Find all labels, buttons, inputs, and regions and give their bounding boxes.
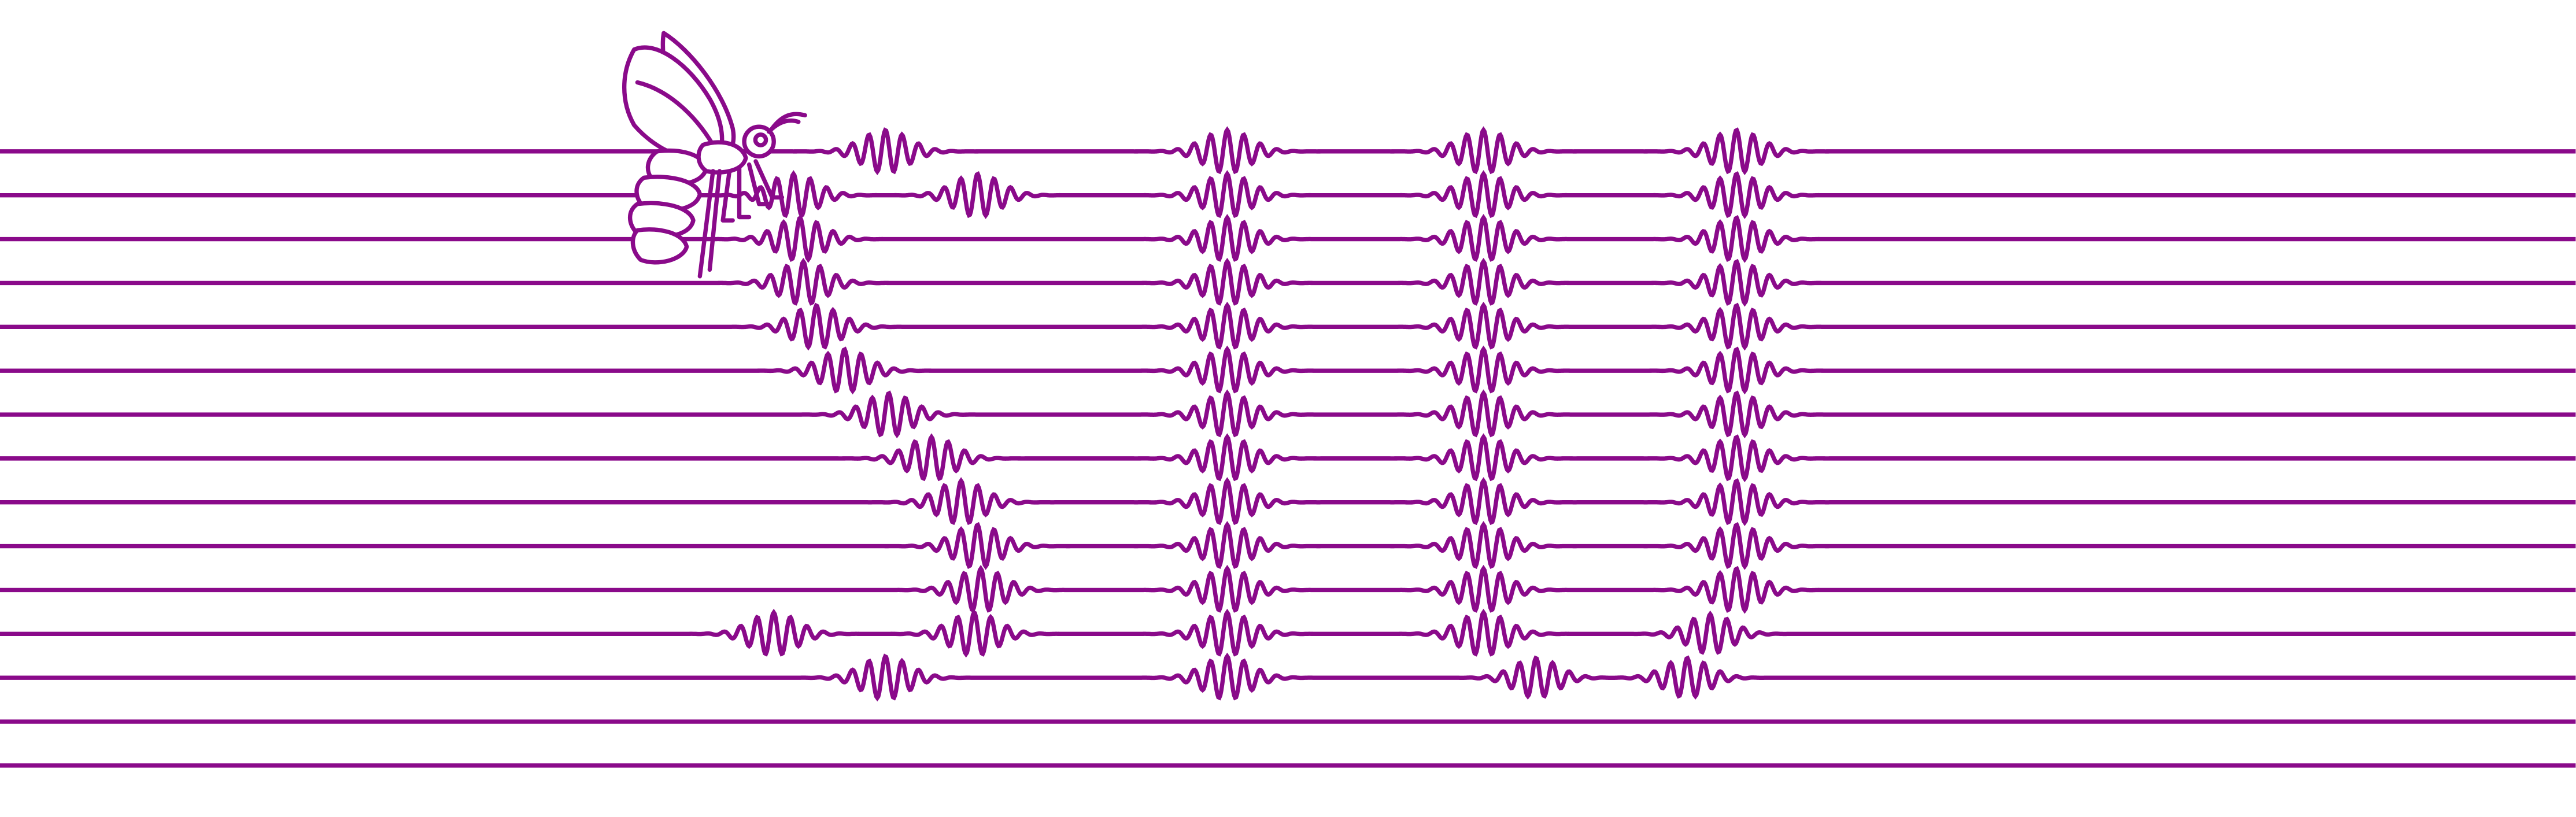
wave-line (0, 213, 2576, 263)
wave-line (0, 301, 2576, 351)
wave-line (0, 345, 2576, 395)
bee-icon (622, 31, 807, 279)
wave-line (0, 257, 2576, 307)
wave-lines (0, 126, 2576, 768)
wave-line (0, 477, 2576, 526)
wave-line (0, 564, 2576, 614)
wave-line (0, 433, 2576, 482)
wave-line (0, 520, 2576, 570)
wave-line (0, 389, 2576, 439)
wave-line (0, 126, 2576, 175)
wave-line (0, 608, 2576, 658)
wave-line (0, 652, 2576, 702)
wave-line (0, 170, 2576, 219)
